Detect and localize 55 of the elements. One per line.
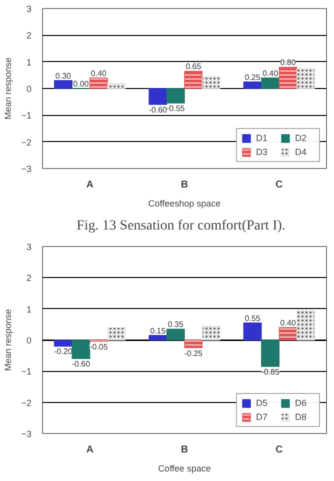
data-label: 0.15 — [150, 326, 166, 336]
y-tick-label: 2 — [26, 273, 32, 284]
y-tick-label: 0 — [26, 84, 32, 94]
legend-label: D7 — [256, 412, 269, 422]
data-label: 0.25 — [244, 72, 261, 82]
bar — [166, 88, 185, 104]
legend-label: D4 — [295, 147, 308, 157]
x-tick-label: B — [180, 180, 188, 190]
y-axis-title: Mean response — [3, 308, 14, 372]
legend-label: D6 — [295, 398, 308, 408]
x-axis-title: Coffeeshop space — [148, 198, 221, 208]
bar — [261, 340, 280, 367]
y-tick-label: 0 — [26, 336, 32, 346]
data-label: -0.05 — [90, 342, 108, 352]
bar — [166, 328, 185, 340]
caption: Fig. 13 Sensation for comfort(Part I). — [76, 218, 286, 234]
x-axis-title: Coffee space — [158, 464, 211, 474]
y-tick-label: −1 — [21, 110, 32, 121]
y-tick-label: 3 — [26, 242, 32, 252]
data-label: -0.25 — [184, 348, 204, 358]
y-tick-label: −3 — [21, 429, 32, 439]
data-label: -0.55 — [166, 104, 186, 114]
data-label: 0.80 — [280, 58, 296, 68]
data-label: -0.60 — [72, 360, 91, 369]
data-label: 0.30 — [55, 72, 72, 80]
y-tick-label: 1 — [26, 304, 32, 314]
data-label: 0.40 — [280, 318, 296, 328]
x-tick-label: B — [180, 444, 188, 456]
data-label: -0.60 — [148, 106, 168, 114]
x-tick-label: A — [86, 180, 94, 190]
y-tick-label: −3 — [21, 164, 32, 174]
y-tick-label: −2 — [21, 398, 32, 408]
data-label: 0.65 — [186, 62, 202, 72]
y-tick-label: −2 — [21, 137, 32, 148]
data-label: 0.40 — [90, 68, 108, 78]
data-label: 0.35 — [168, 320, 184, 330]
data-label: 0.55 — [244, 314, 261, 323]
y-tick-label: 3 — [26, 4, 32, 14]
legend-label: D2 — [295, 133, 308, 143]
legend-label: D1 — [256, 133, 269, 143]
y-axis-title: Mean response — [3, 57, 14, 120]
data-label: 0.00 — [73, 80, 90, 88]
legend-label: D5 — [256, 398, 269, 408]
data-label: -0.85 — [261, 367, 280, 376]
bar — [261, 77, 280, 89]
y-tick-label: −1 — [21, 366, 32, 377]
y-tick-label: 2 — [26, 30, 32, 41]
x-tick-label: C — [276, 444, 283, 456]
x-tick-label: A — [86, 444, 94, 456]
x-tick-label: C — [276, 180, 283, 190]
bar — [72, 340, 90, 360]
data-label: 0.40 — [262, 68, 279, 78]
legend-label: D3 — [256, 147, 269, 157]
y-tick-label: 1 — [26, 57, 32, 68]
legend-label: D8 — [295, 412, 308, 422]
